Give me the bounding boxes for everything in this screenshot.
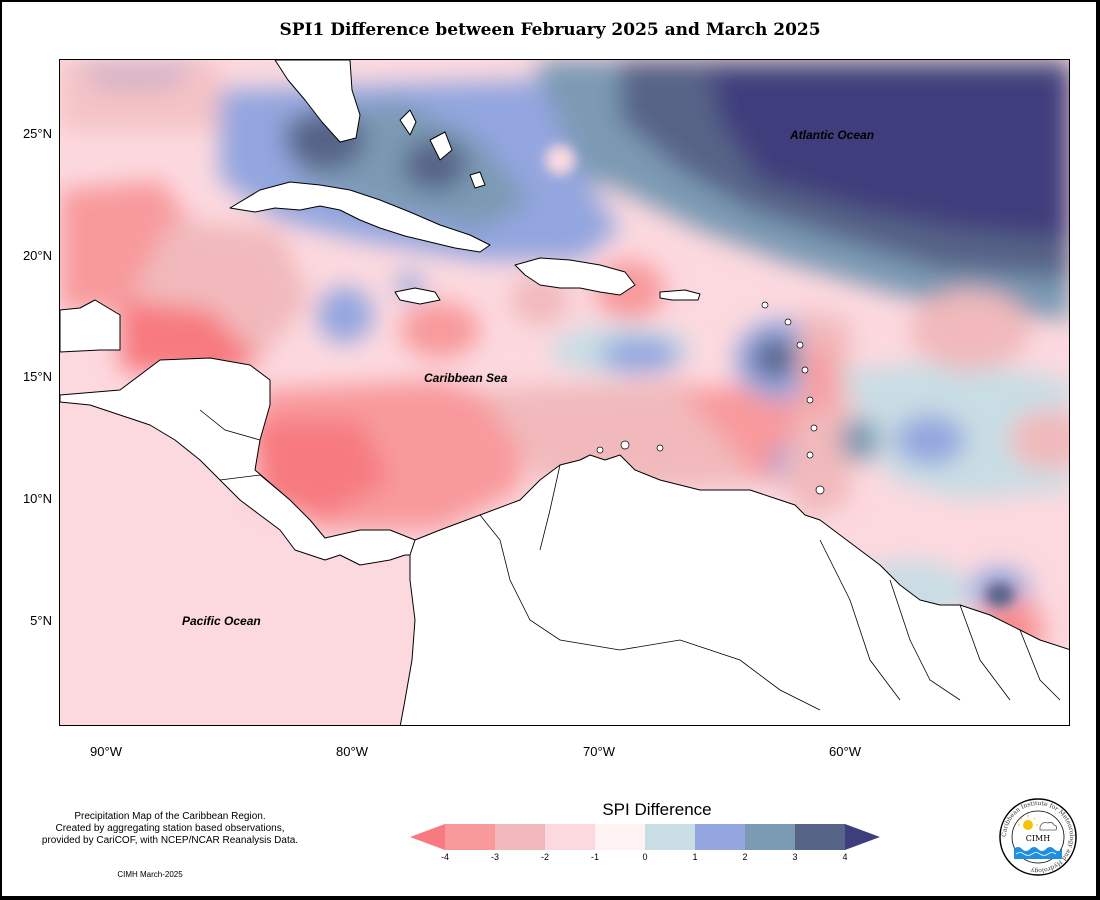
legend-tick: 0 (642, 852, 648, 862)
legend-tick: 1 (692, 852, 698, 862)
waves-icon (1014, 847, 1062, 859)
legend-bin (495, 824, 545, 850)
legend-tick: 2 (742, 852, 748, 862)
sun-icon (1023, 820, 1033, 830)
lat-label-10n: 10°N (22, 491, 52, 506)
legend-bin (545, 824, 595, 850)
lon-label-80w: 80°W (336, 744, 368, 759)
legend-bin (645, 824, 695, 850)
legend-bin (745, 824, 795, 850)
legend-tick: 4 (842, 852, 848, 862)
caribbean-sea-label: Caribbean Sea (424, 371, 508, 385)
caption-line-3: provided by CariCOF, with NCEP/NCAR Rean… (41, 835, 299, 846)
logo-abbr: CIMH (1026, 834, 1050, 843)
map-caption: Precipitation Map of the Caribbean Regio… (0, 811, 340, 847)
caption-line-2: Created by aggregating station based obs… (55, 823, 285, 834)
legend-tick: 3 (792, 852, 798, 862)
atlantic-ocean-label: Atlantic Ocean (790, 128, 875, 142)
pacific-ocean-label: Pacific Ocean (182, 614, 261, 628)
legend-tick: -1 (590, 852, 599, 862)
spi-field (60, 60, 1069, 700)
land-masses (60, 60, 1069, 725)
lon-label-70w: 70°W (583, 744, 615, 759)
legend-bin (410, 824, 445, 850)
spi-difference-map: Atlantic Ocean Caribbean Sea Pacific Oce… (59, 59, 1070, 726)
lat-label-25n: 25°N (22, 126, 52, 141)
map-title: SPI1 Difference between February 2025 an… (279, 20, 821, 40)
legend-bin (795, 824, 845, 850)
lat-label-15n: 15°N (22, 369, 52, 384)
map-credit: CIMH March-2025 (117, 870, 183, 879)
color-legend (410, 824, 880, 850)
legend-bin (845, 824, 880, 850)
legend-title: SPI Difference (602, 800, 712, 819)
legend-tick: -2 (540, 852, 549, 862)
caption-line-1: Precipitation Map of the Caribbean Regio… (74, 811, 266, 822)
legend-bin (445, 824, 495, 850)
cloud-icon (1039, 821, 1058, 831)
lon-label-90w: 90°W (90, 744, 122, 759)
country-borders (119, 315, 1061, 711)
lon-label-60w: 60°W (829, 744, 861, 759)
legend-bin (695, 824, 745, 850)
legend-tick: -3 (490, 852, 499, 862)
legend-bin (595, 824, 645, 850)
cimh-logo: Caribbean Institute for Meteorology and … (999, 798, 1077, 876)
legend-tick: -4 (440, 852, 449, 862)
lat-label-5n: 5°N (30, 613, 52, 628)
lat-label-20n: 20°N (22, 248, 52, 263)
